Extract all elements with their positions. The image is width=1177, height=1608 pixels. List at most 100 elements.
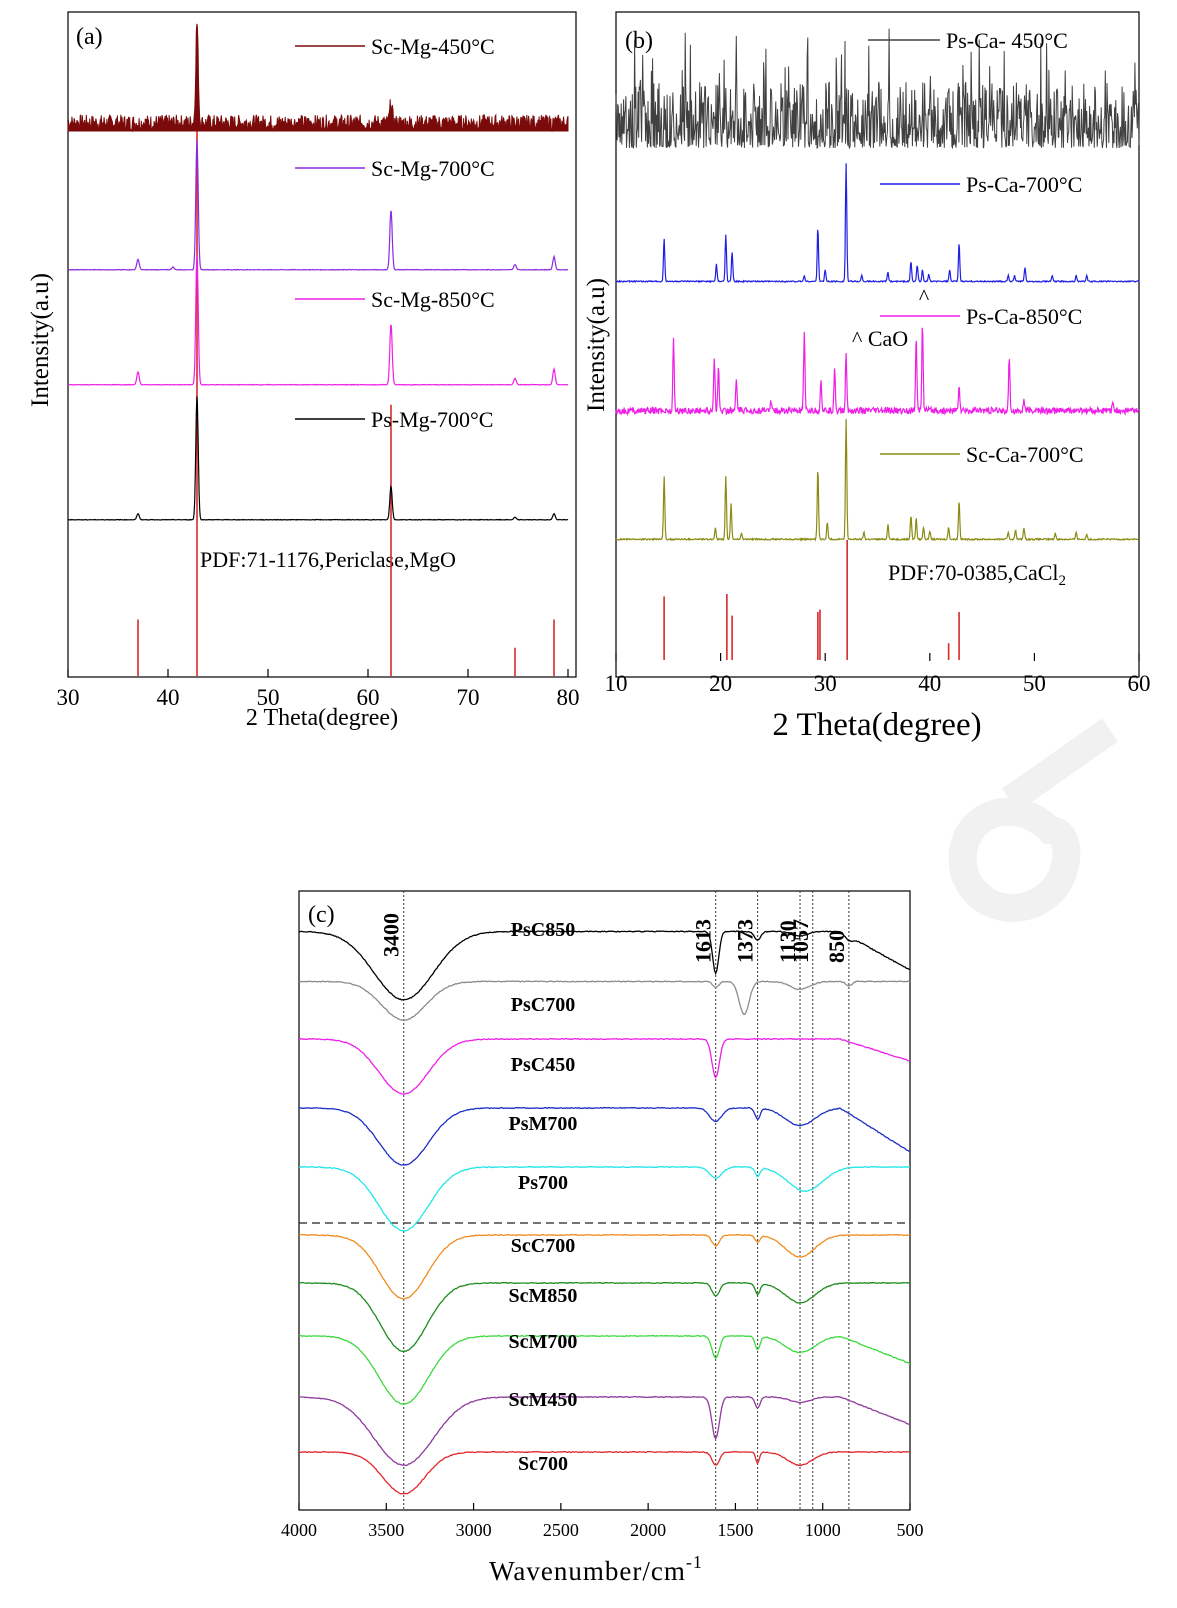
panel-b-reference-label: PDF:70-0385,CaCl2 [888,560,1066,589]
panel-a-series: Sc-Mg-450°C Sc-Mg-700°C Sc-Mg-850°C Ps-Mg-7… [67,23,569,521]
series-label: PsC850 [511,919,575,941]
panel-c-xlabel-sup: -1 [686,1552,703,1572]
series-trace [616,163,1140,284]
legend-label: Sc-Mg-450°C [371,34,495,59]
panel-b-xlabel: 2 Theta(degree) [772,707,981,743]
panel-b: (b) Intensity(a.u) 2 Theta(degree) PDF:7… [583,11,1151,743]
band-marker-label: 3400 [379,913,404,957]
series-label: Sc700 [518,1453,568,1475]
series-sc-mg-850-c: Sc-Mg-850°C [67,255,569,386]
panel-c-frame [298,890,911,1511]
series-label: ScC700 [511,1235,575,1257]
series-sc-mg-700-c: Sc-Mg-700°C [67,140,569,271]
panel-a-xlabel: 2 Theta(degree) [246,705,398,731]
band-marker-label: 850 [824,930,849,963]
panel-a: (a) Intensity(a.u) 2 Theta(degree) PDF:7… [27,11,580,731]
x-tick-label: 70 [457,685,480,710]
panel-c-x-axis: 4000 3500 3000 2500 2000 1500 1000 500 [281,1503,924,1540]
series-label: ScM700 [509,1331,578,1353]
x-tick-label: 30 [814,671,837,696]
series-trace [298,930,911,1001]
panel-a-x-axis: 30 40 50 60 70 80 [57,669,580,710]
legend-label: Sc-Ca-700°C [966,442,1084,467]
series-ps-ca-450-c: Ps-Ca- 450°C [615,28,1140,150]
panel-a-ylabel: Intensity(a.u) [27,273,54,407]
series-scm850: ScM850 [298,1281,911,1353]
series-trace [298,1281,911,1353]
panel-a-frame [67,11,577,678]
panel-b-annotation-caret: ^ [919,284,930,309]
series-sc700: Sc700 [298,1450,910,1495]
x-tick-label: 2500 [543,1520,579,1540]
panel-c-xlabel: Wavenumber/cm-1 [489,1552,703,1586]
series-label: ScM850 [509,1285,578,1307]
x-tick-label: 60 [1128,671,1151,696]
panel-c: (c) Wavenumber/cm-1 4000 3500 3000 2500 2000… [281,890,924,1586]
series-trace [298,1165,911,1232]
x-tick-label: 50 [257,685,280,710]
panel-c-xlabel-text: Wavenumber/cm [489,1556,686,1586]
x-tick-label: 10 [605,671,628,696]
legend-label: Ps-Ca-700°C [966,172,1082,197]
series-trace [299,1106,911,1166]
watermark [948,718,1119,922]
series-trace [299,1037,911,1095]
series-label: Ps700 [518,1172,568,1194]
series-ps700: Ps700 [298,1165,911,1232]
series-ps-ca-850-c: Ps-Ca-850°C [615,304,1140,417]
panel-b-series: Ps-Ca- 450°C Ps-Ca-700°C Ps-Ca-850°C Sc-Ca-… [615,28,1140,542]
panel-b-reference-text: PDF:70-0385,CaCl [888,560,1059,585]
band-marker-label: 1373 [733,919,758,963]
series-ps-mg-700-c: Ps-Mg-700°C [67,396,569,521]
panel-a-reference-lines [137,111,555,676]
legend-label: Ps-Mg-700°C [371,407,493,432]
x-tick-label: 500 [897,1520,924,1540]
legend-label: Sc-Mg-850°C [371,287,495,312]
series-trace [298,1334,911,1405]
panel-b-reference-lines [663,540,960,660]
panel-b-ylabel: Intensity(a.u) [583,278,610,412]
series-ps-ca-700-c: Ps-Ca-700°C [616,163,1140,284]
legend-label: Sc-Mg-700°C [371,156,495,181]
x-tick-label: 4000 [281,1520,317,1540]
x-tick-label: 40 [157,685,180,710]
series-scm450: ScM450 [298,1389,910,1466]
panel-a-reference-label: PDF:71-1176,Periclase,MgO [200,547,456,572]
series-psm700: PsM700 [299,1106,911,1166]
legend-label: Ps-Ca-850°C [966,304,1082,329]
x-tick-label: 20 [709,671,732,696]
panel-a-letter: (a) [76,24,103,50]
legend-label: Ps-Ca- 450°C [946,28,1068,53]
series-trace [67,396,569,521]
series-psc450: PsC450 [299,1037,911,1095]
panel-b-x-axis: 10 20 30 40 50 60 [605,653,1151,696]
series-trace [67,23,569,133]
series-trace [298,1450,910,1495]
series-label: PsM700 [509,1113,578,1135]
x-tick-label: 40 [918,671,941,696]
series-trace [615,28,1140,150]
x-tick-label: 50 [1023,671,1046,696]
series-sc-mg-450-c: Sc-Mg-450°C [67,23,569,133]
band-marker-label: 1057 [788,919,813,963]
series-sc-ca-700-c: Sc-Ca-700°C [615,418,1140,542]
x-tick-label: 60 [357,685,380,710]
series-trace [67,140,569,271]
panel-b-annotation-cao: ^ CaO [852,326,908,351]
series-scm700: ScM700 [298,1331,911,1405]
panel-c-series: PsC850 PsC700 PsC450 PsM700 Ps700 ScC700 ScM85… [298,919,911,1495]
band-marker-label: 1130 [775,920,800,963]
series-label: ScM450 [509,1389,578,1411]
panel-b-reference-subscript: 2 [1059,573,1067,589]
panel-b-letter: (b) [625,28,653,54]
series-label: PsC700 [511,994,575,1016]
series-scc700: ScC700 [298,1233,911,1300]
band-marker-label: 1613 [691,919,716,963]
x-tick-label: 3000 [456,1520,492,1540]
series-trace [298,980,911,1022]
x-tick-label: 2000 [630,1520,666,1540]
series-trace [298,1395,910,1466]
series-psc700: PsC700 [298,980,911,1022]
